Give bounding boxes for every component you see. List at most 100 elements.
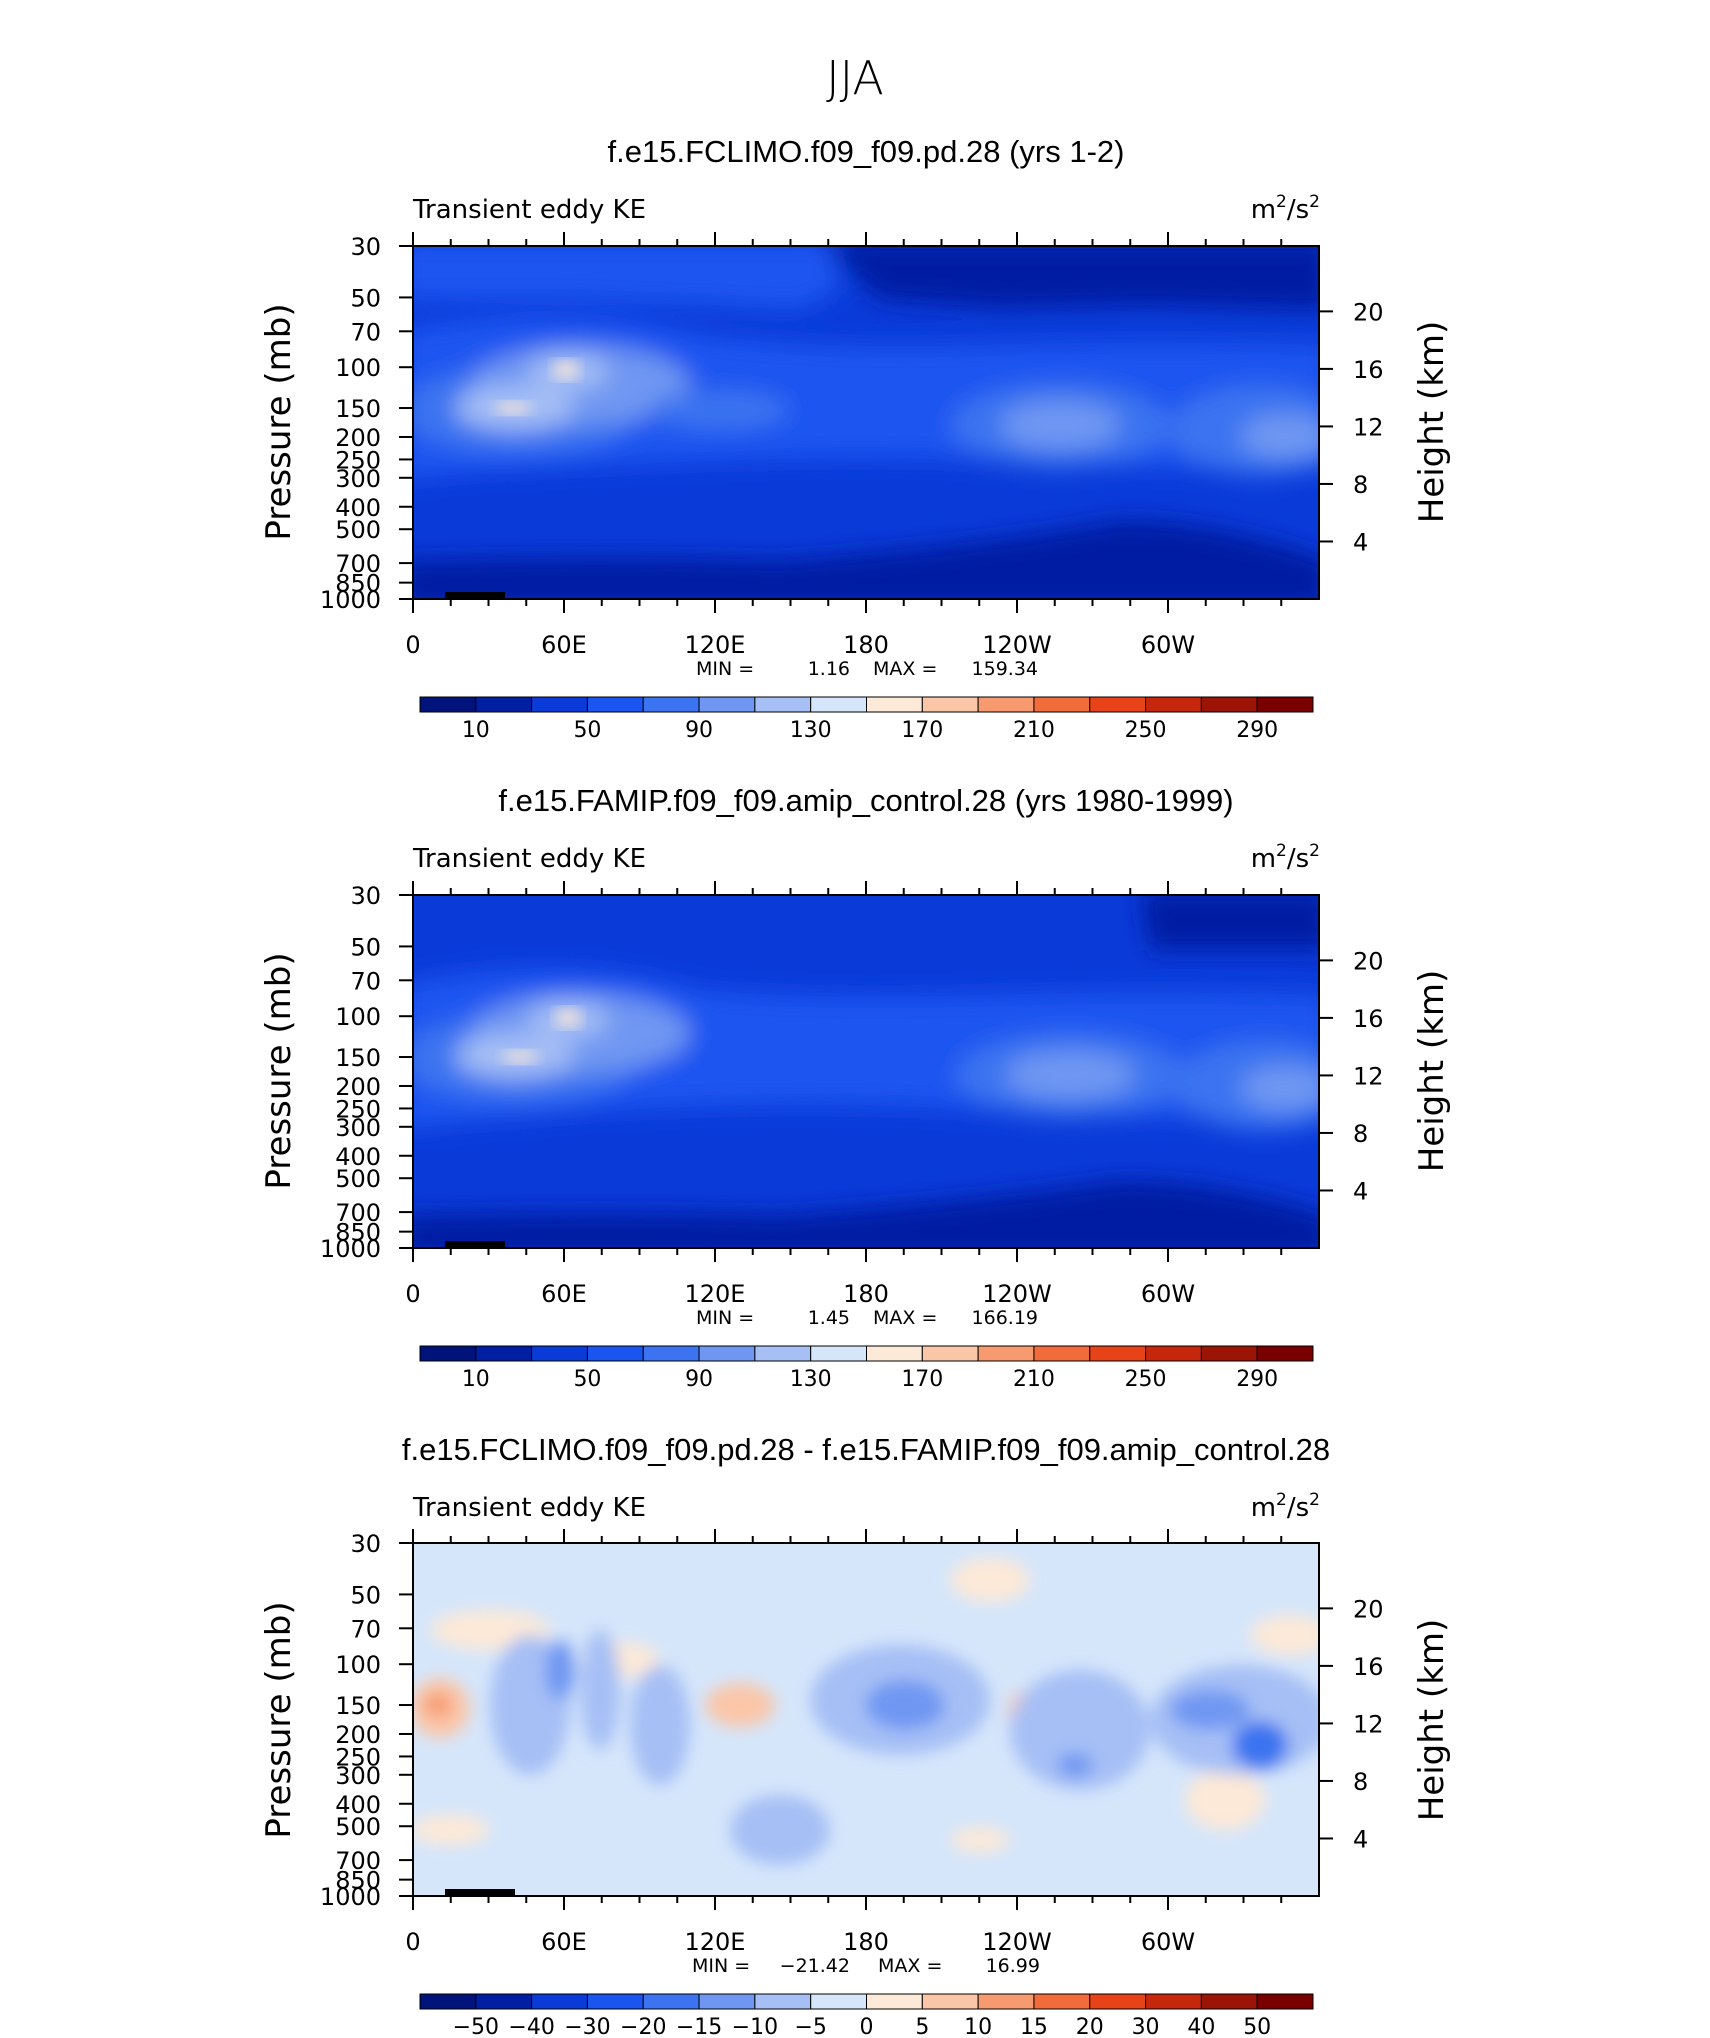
x-tick-label: 60E [541,1928,587,1956]
colorbar-label: 15 [1020,2015,1048,2038]
colorbar-swatch [921,1993,979,2010]
pressure-tick-label: 100 [335,1651,381,1679]
height-tick-label: 16 [1353,1005,1384,1033]
height-tick-label: 16 [1353,356,1384,384]
panel-3-title: f.e15.FCLIMO.f09_f09.pd.28 - f.e15.FAMIP… [402,1432,1330,1467]
pressure-tick-label: 200 [335,424,381,452]
height-tick-label: 4 [1353,1825,1368,1853]
height-tick-label: 12 [1353,1710,1384,1738]
x-tick-label: 60E [541,1280,587,1308]
colorbar-label: 250 [1125,718,1167,743]
colorbar-label: 90 [685,1367,713,1392]
panel-3: f.e15.FCLIMO.f09_f09.pd.28 - f.e15.FAMIP… [259,1432,1452,2038]
units-exp1: 2 [1276,192,1287,212]
panel-1-max-value: 159.34 [972,658,1038,680]
units-mid: /s [1287,844,1309,874]
x-tick-label: 60W [1141,1928,1195,1956]
colorbar-label: 10 [964,2015,992,2038]
height-tick-label: 8 [1353,471,1368,499]
colorbar-swatch [1033,696,1091,713]
pressure-tick-label: 30 [350,882,381,910]
colorbar-swatch [1033,1993,1091,2010]
colorbar-label: −10 [732,2015,778,2038]
colorbar-swatch [586,1993,644,2010]
x-tick-label: 120W [982,631,1052,659]
pressure-tick-label: 500 [335,1813,381,1841]
colorbar-swatch [531,696,588,713]
x-tick-label: 60W [1141,1280,1195,1308]
colorbar-label: 290 [1236,1367,1278,1392]
pressure-tick-label: 50 [350,1581,381,1609]
panel-2-x-axis: 0 60E 120E 180 120W 60W [405,881,1283,1308]
colorbar-swatch [810,696,867,713]
colorbar-swatch [810,1345,867,1362]
pressure-tick-label: 300 [335,1114,381,1142]
colorbar-label: −15 [676,2015,722,2038]
panel-2-max-label: MAX = [873,1307,937,1329]
panel-3-left-label: Transient eddy KE [412,1493,646,1523]
pressure-tick-label: 1000 [320,1235,381,1263]
pressure-tick-label: 100 [335,354,381,382]
panel-2-colorbar: 10 50 90 130 170 210 250 290 [419,1345,1314,1392]
colorbar-swatch [977,1993,1035,2010]
colorbar-swatch [754,1345,812,1362]
x-tick-label: 60W [1141,631,1195,659]
colorbar-label: 50 [573,1367,601,1392]
colorbar-swatch [586,1345,644,1362]
pressure-tick-label: 30 [350,1530,381,1558]
height-tick-label: 4 [1353,528,1368,556]
colorbar-label: 170 [901,1367,943,1392]
colorbar-label: 50 [573,718,601,743]
colorbar-label: 90 [685,718,713,743]
panel-3-min-value: −21.42 [780,1955,850,1977]
colorbar-label: 30 [1132,2015,1160,2038]
colorbar-swatch [810,1993,867,2010]
pressure-tick-label: 70 [350,318,381,346]
panel-3-max-label: MAX = [878,1955,942,1977]
pressure-tick-label: 50 [350,933,381,961]
pressure-tick-label: 200 [335,1073,381,1101]
panel-1-x-axis: 0 60E 120E 180 120W 60W [405,232,1283,659]
colorbar-swatch [866,696,923,713]
units-exp2: 2 [1309,192,1320,212]
colorbar-swatch [586,696,644,713]
panel-2-left-label: Transient eddy KE [412,844,646,874]
pressure-tick-label: 400 [335,494,381,522]
pressure-tick-label: 1000 [320,586,381,614]
pressure-tick-label: 700 [335,550,381,578]
height-tick-label: 20 [1353,947,1384,975]
x-tick-label: 180 [843,1928,889,1956]
colorbar-swatch [698,1993,756,2010]
colorbar-swatch [1033,1345,1091,1362]
colorbar-swatch [419,1993,477,2010]
colorbar-swatch [754,1993,812,2010]
pressure-tick-label: 150 [335,395,381,423]
colorbar-swatch [977,1345,1035,1362]
pressure-tick-label: 400 [335,1143,381,1171]
colorbar-swatch [1256,1345,1314,1362]
colorbar-swatch [419,696,477,713]
panel-2-min-label: MIN = [696,1307,754,1329]
panel-2-min-value: 1.45 [808,1307,850,1329]
units-exp2: 2 [1309,841,1320,861]
x-tick-label: 0 [405,1928,420,1956]
pressure-tick-label: 200 [335,1721,381,1749]
panel-1-left-label: Transient eddy KE [412,195,646,225]
colorbar-label: 210 [1013,718,1055,743]
colorbar-label: 290 [1236,718,1278,743]
panel-3-contour-field [413,1543,1319,1896]
panel-2-y-axis-height: 20 16 12 8 4 [1319,947,1384,1205]
colorbar-label: 250 [1125,1367,1167,1392]
panel-1-y-title-left: Pressure (mb) [259,303,299,540]
panel-1-units: m2/s2 [1251,192,1320,225]
height-tick-label: 8 [1353,1120,1368,1148]
panel-1-min-value: 1.16 [808,658,850,680]
pressure-tick-label: 500 [335,1165,381,1193]
colorbar-label: −40 [508,2015,554,2038]
colorbar-swatch [1089,1345,1147,1362]
panel-3-units: m2/s2 [1251,1490,1320,1523]
colorbar-label: 40 [1187,2015,1215,2038]
main-title: JJA [826,51,884,105]
